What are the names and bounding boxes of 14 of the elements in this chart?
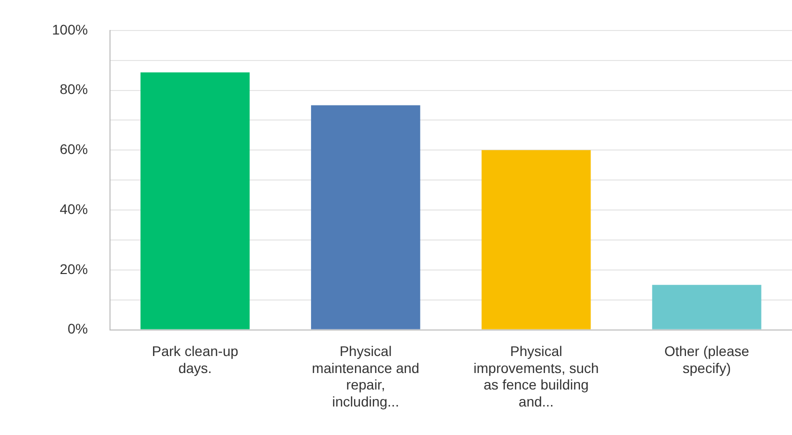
y-tick-label: 100% <box>52 21 88 38</box>
y-tick-label: 80% <box>60 81 88 98</box>
y-tick-label: 40% <box>60 200 88 217</box>
x-tick-label: Other (please specify) <box>664 343 750 376</box>
x-tick-label: Park clean-up days. <box>152 343 238 376</box>
bar <box>311 105 420 330</box>
bar <box>482 150 591 330</box>
x-tick-label: Physical maintenance and repair, including... <box>312 343 420 410</box>
y-tick-label: 20% <box>60 260 88 277</box>
y-tick-label: 0% <box>68 320 88 337</box>
y-tick-label: 60% <box>60 141 88 158</box>
x-tick-label: Physical improvements, such as fence building and... <box>474 343 599 410</box>
bar <box>652 284 762 330</box>
bar <box>140 72 250 330</box>
